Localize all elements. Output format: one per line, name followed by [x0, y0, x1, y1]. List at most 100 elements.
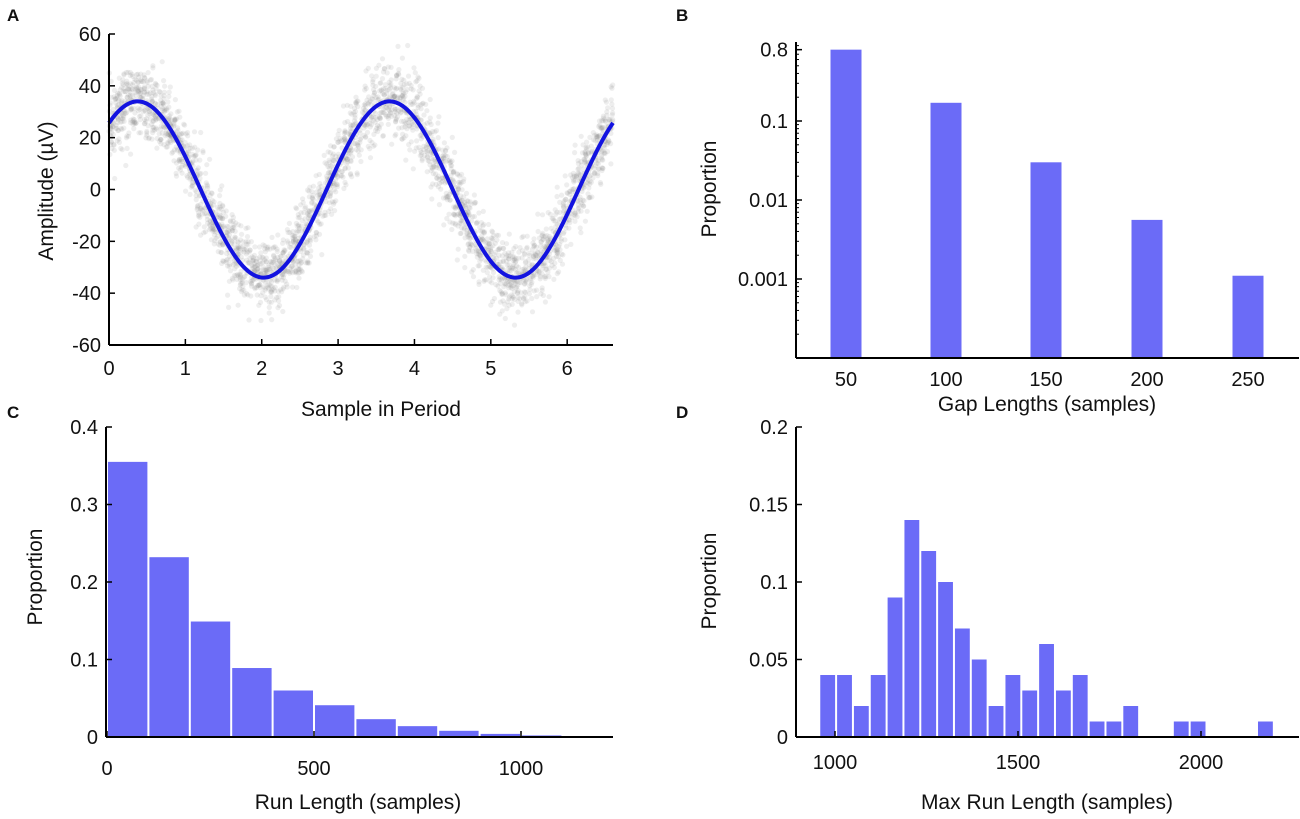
a-scatter-point	[506, 256, 512, 262]
a-scatter-point	[274, 277, 280, 283]
a-scatter-point	[543, 226, 549, 232]
a-y-tick-label: 40	[79, 76, 101, 98]
a-scatter-point	[138, 130, 144, 136]
a-scatter-point	[162, 83, 168, 89]
a-scatter-point	[150, 63, 156, 69]
a-scatter-point	[326, 159, 333, 165]
a-scatter-point	[387, 94, 393, 100]
a-scatter-point	[540, 236, 547, 242]
a-scatter-point	[203, 170, 209, 176]
a-scatter-point	[303, 221, 309, 227]
a-scatter-point	[159, 59, 165, 65]
a-scatter-point	[113, 125, 119, 132]
a-scatter-point	[163, 144, 169, 150]
a-scatter-point	[365, 143, 371, 149]
a-scatter-point	[406, 142, 412, 148]
a-scatter-point	[309, 200, 315, 206]
a-scatter-point	[399, 93, 406, 99]
a-scatter-point	[129, 106, 135, 112]
a-scatter-point	[227, 228, 233, 234]
a-scatter-point	[245, 260, 251, 266]
a-scatter-point	[363, 68, 369, 74]
a-scatter-point	[135, 89, 142, 95]
a-scatter-point	[205, 183, 211, 189]
a-scatter-point	[348, 171, 354, 177]
a-scatter-point	[521, 266, 527, 272]
a-scatter-point	[264, 246, 271, 252]
a-scatter-point	[503, 254, 509, 260]
a-scatter-point	[127, 72, 133, 79]
c-x-tick-label: 500	[297, 758, 330, 780]
a-scatter-point	[281, 247, 287, 253]
a-scatter-point	[326, 169, 332, 176]
a-scatter-point	[417, 91, 423, 97]
a-scatter-point	[277, 258, 283, 264]
a-scatter-point	[133, 120, 139, 127]
a-scatter-point	[572, 210, 578, 216]
a-scatter-point	[350, 122, 356, 128]
a-scatter-point	[243, 251, 249, 257]
a-scatter-point	[504, 262, 510, 268]
a-scatter-point	[556, 244, 562, 250]
a-scatter-point	[305, 260, 311, 266]
a-scatter-point	[348, 103, 354, 109]
a-scatter-point	[172, 117, 178, 123]
a-scatter-point	[444, 195, 450, 201]
a-scatter-point	[220, 258, 226, 264]
a-scatter-point	[548, 259, 555, 265]
a-scatter-point	[513, 243, 519, 250]
a-scatter-point	[501, 245, 507, 251]
a-scatter-point	[245, 225, 251, 231]
a-scatter-point	[235, 273, 241, 279]
a-scatter-point	[542, 263, 548, 269]
a-scatter-point	[539, 212, 546, 218]
a-scatter-point	[113, 95, 119, 101]
a-scatter-point	[224, 256, 230, 263]
a-scatter-point	[421, 147, 427, 153]
a-scatter-point	[587, 194, 593, 200]
a-scatter-point	[505, 278, 511, 284]
a-scatter-point	[455, 179, 462, 185]
a-scatter-point	[512, 259, 519, 265]
a-scatter-point	[249, 254, 255, 260]
a-scatter-point	[396, 67, 402, 73]
a-scatter-point	[457, 230, 463, 237]
a-scatter-point	[250, 265, 256, 271]
a-scatter-point	[188, 175, 194, 181]
a-scatter-point	[259, 254, 265, 260]
a-scatter-point	[510, 264, 516, 270]
a-scatter-point	[150, 65, 156, 71]
a-scatter-point	[497, 311, 503, 317]
a-scatter-point	[576, 205, 582, 211]
a-scatter-point	[156, 89, 162, 95]
a-scatter-point	[455, 186, 461, 192]
a-scatter-point	[531, 256, 537, 262]
a-scatter-point	[146, 91, 152, 97]
a-scatter-point	[543, 273, 549, 280]
a-scatter-point	[111, 94, 117, 100]
a-scatter-point	[466, 212, 472, 218]
a-scatter-point	[228, 256, 234, 262]
a-scatter-point	[389, 113, 395, 119]
a-scatter-point	[329, 211, 335, 217]
a-scatter-point	[350, 122, 356, 128]
a-scatter-point	[267, 246, 273, 252]
a-scatter-point	[229, 239, 235, 245]
a-scatter-point	[190, 180, 196, 186]
a-scatter-point	[154, 101, 160, 108]
a-scatter-point	[120, 77, 126, 83]
a-scatter-point	[357, 139, 363, 145]
a-scatter-point	[518, 290, 524, 296]
a-scatter-point	[594, 134, 601, 140]
a-scatter-point	[262, 257, 268, 263]
a-scatter-point	[544, 241, 550, 247]
a-scatter-point	[503, 241, 510, 247]
a-scatter-point	[569, 186, 575, 193]
a-scatter-point	[467, 244, 473, 250]
a-scatter-point	[551, 247, 557, 253]
a-scatter-point	[123, 135, 130, 141]
a-scatter-point	[484, 269, 490, 276]
a-scatter-point	[469, 269, 475, 275]
a-scatter-point	[313, 173, 319, 179]
a-y-tick-label: -40	[72, 283, 101, 305]
